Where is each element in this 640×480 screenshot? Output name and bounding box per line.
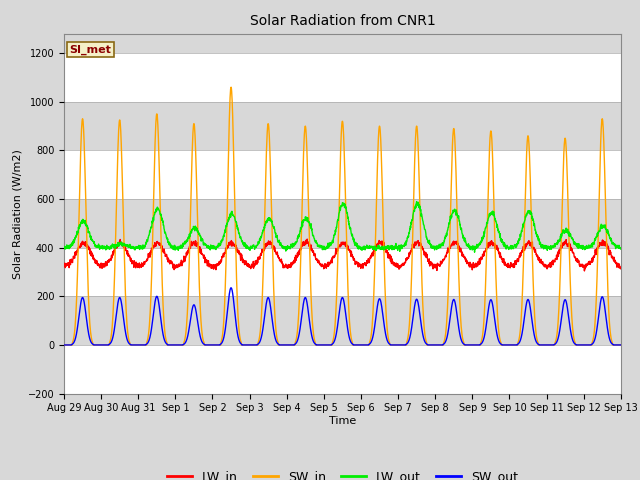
Bar (64, 53, 621, 102)
Y-axis label: Solar Radiation (W/m2): Solar Radiation (W/m2) (12, 149, 22, 278)
Bar (64, 248, 621, 296)
X-axis label: Time: Time (329, 416, 356, 426)
Title: Solar Radiation from CNR1: Solar Radiation from CNR1 (250, 14, 435, 28)
Bar (64, 345, 621, 394)
Legend: LW_in, SW_in, LW_out, SW_out: LW_in, SW_in, LW_out, SW_out (162, 465, 523, 480)
Text: SI_met: SI_met (70, 44, 111, 55)
Bar (64, 150, 621, 199)
